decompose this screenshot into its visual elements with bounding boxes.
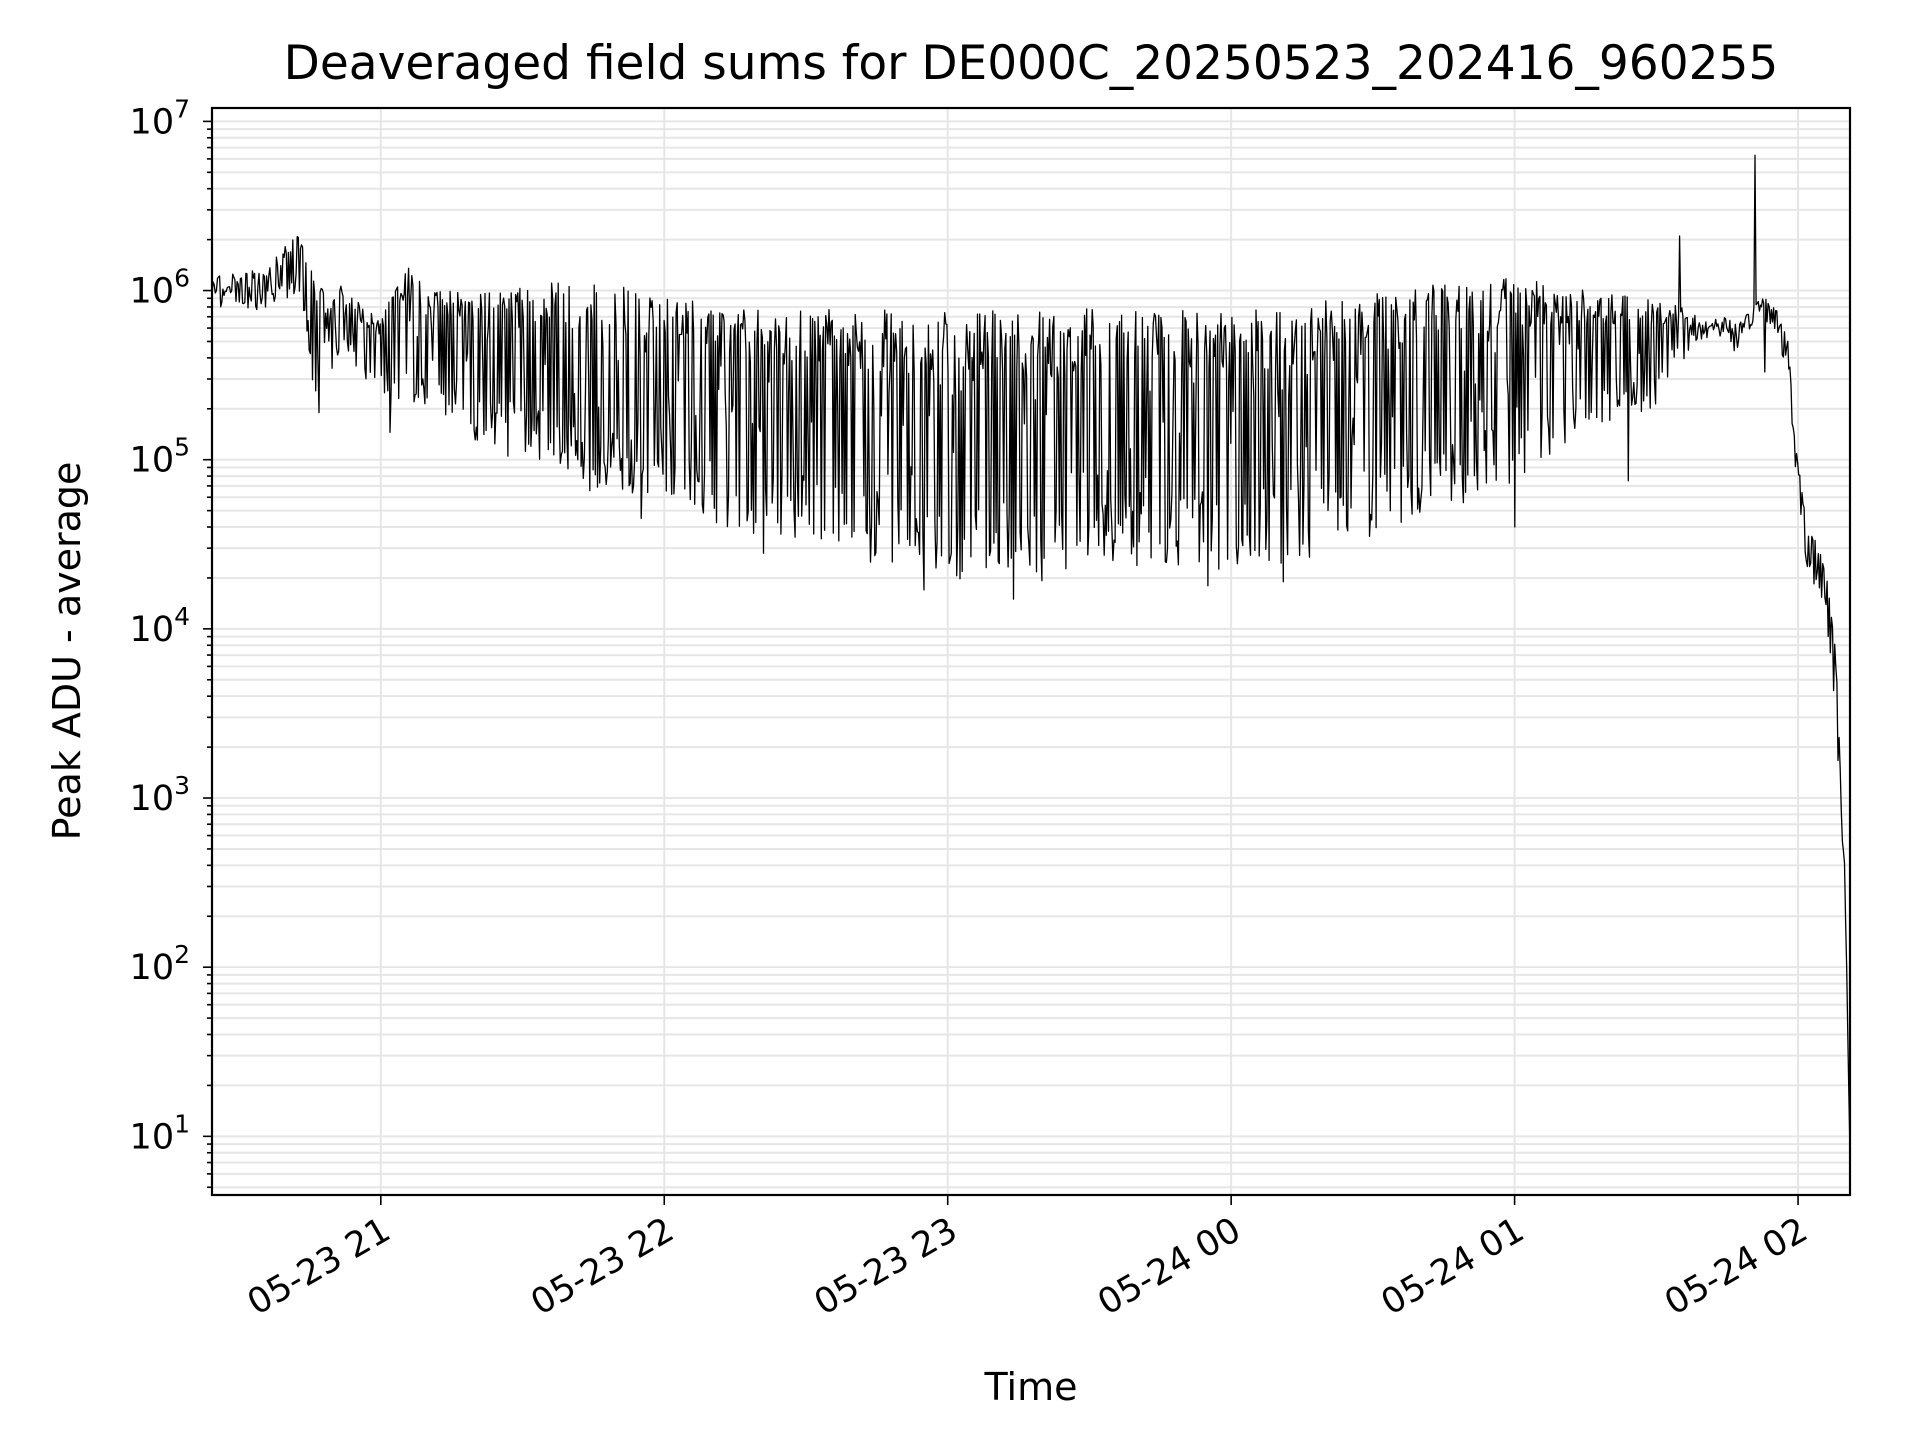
y-tick-label: 105 <box>130 433 190 481</box>
y-tick-label: 101 <box>130 1109 190 1157</box>
plot-area <box>211 154 1851 1153</box>
y-axis-label: Peak ADU - average <box>45 462 89 841</box>
axes-frame <box>210 106 1852 1197</box>
y-tick-label: 104 <box>130 602 190 650</box>
y-tick-label: 107 <box>130 94 190 142</box>
x-axis-label: Time <box>984 1365 1078 1409</box>
chart-title: Deaveraged field sums for DE000C_2025052… <box>284 36 1779 91</box>
series-line <box>211 154 1851 1153</box>
y-tick-label: 103 <box>130 771 190 819</box>
y-axis: 101 102 103 104 105 106 107 <box>130 94 212 1189</box>
y-tick-label: 102 <box>130 940 190 988</box>
y-tick-label: 106 <box>130 264 190 312</box>
